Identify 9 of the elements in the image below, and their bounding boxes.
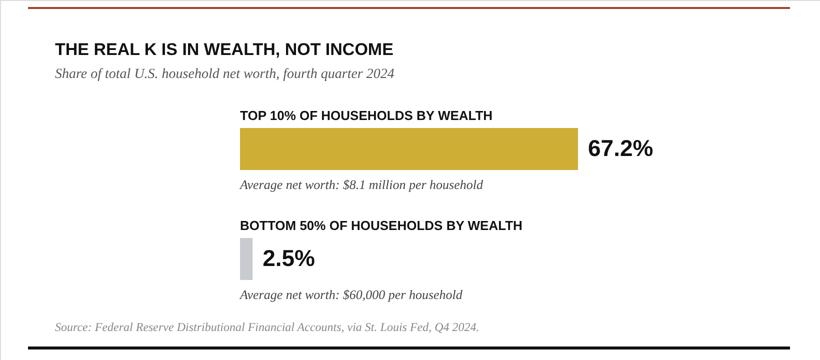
chart-title: THE REAL K IS IN WEALTH, NOT INCOME [55, 40, 394, 59]
text: Average net worth: $60,000 per household [239, 287, 463, 302]
y-tick-label: BOTTOM 50% OF HOUSEHOLDS BY WEALTH [240, 218, 522, 233]
y-tick-label: TOP 10% OF HOUSEHOLDS BY WEALTH [240, 108, 493, 123]
chart-subtitle: Share of total U.S. household net worth, fourth quarter 2024 [55, 67, 394, 82]
data-label: 2.5% [262, 245, 316, 271]
data-label: 67.2% [588, 135, 654, 161]
source-note: Source: Federal Reserve Distributional Financial Accounts, via St. Louis Fed, Q4 2024. [55, 320, 480, 334]
annotation: Average net worth: $8.1 million per household [239, 177, 484, 192]
